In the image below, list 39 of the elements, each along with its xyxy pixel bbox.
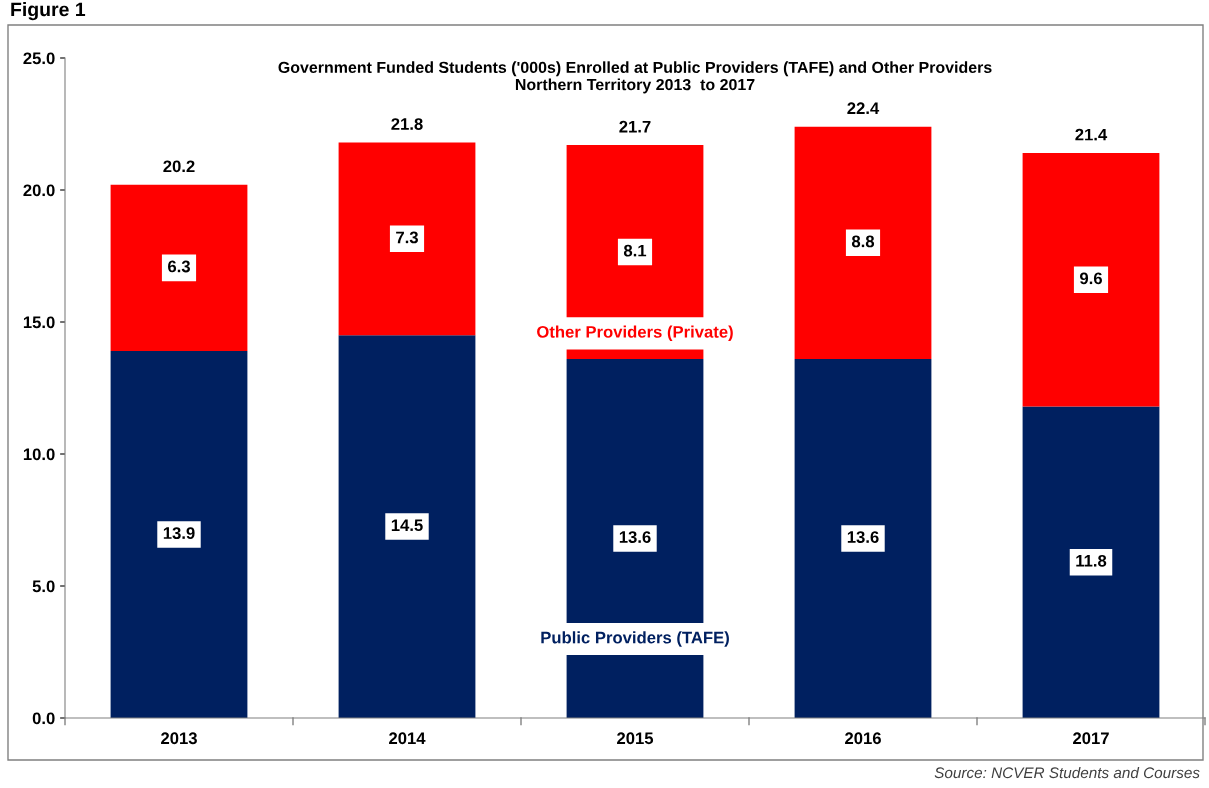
bar — [338, 142, 476, 336]
bar — [794, 126, 932, 359]
data-label: 8.1 — [623, 244, 647, 257]
caption: Figure 1 — [11, 2, 86, 21]
data-label: 13.6 — [847, 531, 879, 543]
bar — [794, 358, 932, 718]
data-label: 9.6 — [1079, 272, 1102, 285]
bar — [110, 184, 248, 352]
y-tick-label: 25.0 — [23, 52, 55, 65]
total-label: 21.7 — [619, 120, 651, 133]
bar — [1022, 406, 1160, 718]
series-label: Other Providers (Private) — [537, 325, 733, 342]
data-label: 7.3 — [396, 231, 418, 244]
data-label: 6.3 — [168, 260, 190, 273]
data-label: 11.8 — [1076, 554, 1107, 567]
data-label: 13.6 — [619, 531, 651, 543]
data-label: 8.8 — [851, 235, 875, 248]
text: Government Funded Students ('000s) Enrolled at Public Providers (TAFE) and Other Providers Northern Territory 2013 to 2017 — [278, 61, 992, 94]
total-label: 22.4 — [847, 102, 880, 114]
total-label: 21.8 — [391, 118, 423, 130]
x-tick-label: 2016 — [845, 732, 881, 745]
series-label: Public Providers (TAFE) — [541, 631, 729, 647]
y-tick-label: 20.0 — [23, 184, 55, 197]
data-label: 13.9 — [163, 527, 195, 540]
x-tick-label: 2013 — [161, 732, 197, 745]
total-label: 21.4 — [1075, 128, 1108, 141]
y-tick-label: 10.0 — [23, 448, 55, 461]
x-tick-label: 2015 — [617, 732, 654, 745]
total-label: 20.2 — [163, 160, 195, 173]
x-tick-label: 2017 — [1073, 732, 1109, 745]
bar — [110, 351, 248, 718]
bar — [338, 335, 476, 718]
source-note: Source: NCVER Students and Courses — [934, 766, 1200, 779]
y-tick-label: 5.0 — [32, 580, 55, 593]
data-label: 14.5 — [391, 519, 423, 532]
x-tick-label: 2014 — [389, 732, 426, 745]
bar — [1022, 153, 1160, 407]
y-tick-label: 15.0 — [23, 316, 55, 329]
y-tick-label: 0.0 — [32, 712, 55, 725]
